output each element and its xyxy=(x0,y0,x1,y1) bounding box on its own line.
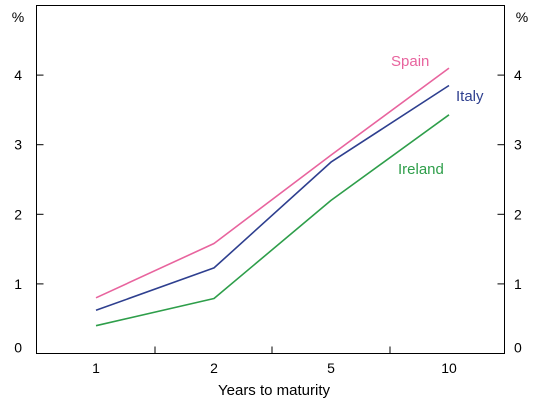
series-label-spain: Spain xyxy=(391,53,429,70)
y-tick-label-left: 4 xyxy=(14,67,22,83)
y-tick-label-left: 2 xyxy=(14,206,22,222)
y-tick-label-right: 2 xyxy=(514,206,522,222)
y-tick-label-right: 1 xyxy=(514,276,522,292)
x-tick-label: 10 xyxy=(441,360,457,376)
series-label-italy: Italy xyxy=(456,88,484,105)
y-tick-label-left: 1 xyxy=(14,276,22,292)
series-lines xyxy=(95,67,450,327)
y-axis-unit-right: % xyxy=(516,9,528,25)
series-line-spain xyxy=(95,67,450,299)
x-tick-label: 5 xyxy=(327,360,335,376)
y-tick-label-left: 3 xyxy=(14,137,22,153)
y-tick-label-right: 0 xyxy=(514,340,522,356)
series-line-ireland xyxy=(95,114,450,327)
x-axis-ticks: 1 2 5 10 xyxy=(92,346,457,376)
y-tick-label-right: 3 xyxy=(514,137,522,153)
series-labels: Spain Italy Ireland xyxy=(391,53,484,178)
y-axis-unit-left: % xyxy=(12,9,24,25)
y-tick-label-right: 4 xyxy=(514,67,522,83)
y-axis-ticks: 0 0 1 1 2 2 3 3 4 4 xyxy=(14,67,522,355)
y-tick-label-left: 0 xyxy=(14,340,22,356)
x-tick-label: 1 xyxy=(92,360,100,376)
x-axis-label: Years to maturity xyxy=(218,382,330,399)
series-label-ireland: Ireland xyxy=(398,161,444,178)
series-line-italy xyxy=(95,84,450,312)
x-tick-label: 2 xyxy=(210,360,218,376)
plot-frame xyxy=(36,5,505,354)
